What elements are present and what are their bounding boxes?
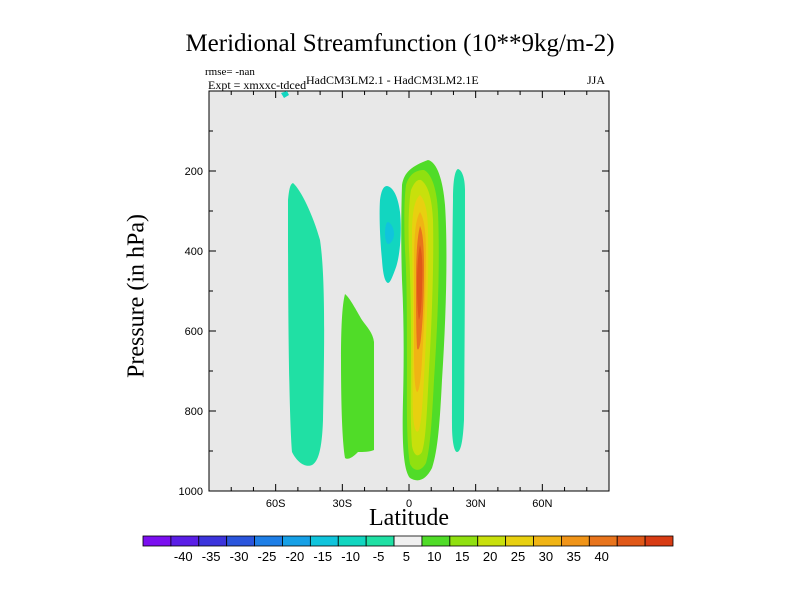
colorbar-label: 15: [455, 549, 469, 564]
colorbar-label: -15: [313, 549, 332, 564]
colorbar-swatch: [561, 535, 590, 547]
y-tick-label: 800: [185, 406, 203, 418]
colorbar-label: -35: [202, 549, 221, 564]
y-tick-label: 200: [185, 166, 203, 178]
contour-top-speck: [281, 91, 289, 98]
x-tick-label: 30N: [466, 498, 486, 510]
colorbar-swatch: [421, 535, 451, 547]
colorbar-swatch: [254, 535, 283, 547]
colorbar-swatch: [198, 535, 228, 547]
colorbar-label: -10: [341, 549, 360, 564]
y-tick-label: 1000: [179, 486, 203, 498]
x-ticks: [230, 91, 588, 491]
x-axis-label: Latitude: [369, 505, 449, 531]
colorbar-labels: -40 -35 -30 -25 -20 -15 -10 -5 5 10 15 20 25 30 35 40: [174, 549, 609, 564]
contour-right-negative: [452, 169, 465, 452]
y-ticks: [209, 130, 609, 452]
colorbar-swatch: [533, 535, 562, 547]
colorbar-swatch: [337, 535, 367, 547]
colorbar-label: -25: [258, 549, 277, 564]
colorbar-swatch: [226, 535, 255, 547]
colorbar-label: 30: [539, 549, 553, 564]
chart-title: Meridional Streamfunction (10**9kg/m-2): [185, 30, 615, 57]
colorbar-swatch: [644, 535, 674, 547]
x-tick-label: 60S: [266, 498, 286, 510]
colorbar-swatch: [449, 535, 479, 547]
contour-left-negative: [288, 183, 325, 466]
colorbar: [142, 535, 674, 547]
colorbar-label: 10: [427, 549, 441, 564]
y-tick-label: 600: [185, 326, 203, 338]
colorbar-swatch: [505, 535, 534, 547]
colorbar-swatch: [142, 535, 172, 547]
x-tick-label: 0: [406, 498, 412, 510]
season-annotation: JJA: [587, 73, 606, 87]
colorbar-label: -5: [373, 549, 385, 564]
colorbar-swatch: [616, 535, 646, 547]
x-tick-label: 30S: [333, 498, 353, 510]
colorbar-swatch: [309, 535, 339, 547]
comparison-annotation: HadCM3LM2.1 - HadCM3LM2.1E: [306, 73, 479, 87]
contour-regions: [281, 91, 465, 481]
y-tick-labels: 200 400 600 800 1000: [179, 166, 203, 498]
colorbar-swatch: [588, 535, 618, 547]
x-tick-label: 60N: [532, 498, 552, 510]
rmse-annotation: rmse= -nan: [205, 66, 255, 78]
colorbar-label: 20: [483, 549, 497, 564]
colorbar-label: 35: [567, 549, 581, 564]
contour-lower-positive: [341, 294, 374, 459]
y-tick-label: 400: [185, 246, 203, 258]
colorbar-swatch: [393, 535, 423, 547]
colorbar-swatch: [365, 535, 395, 547]
colorbar-label: 25: [511, 549, 525, 564]
colorbar-swatch: [477, 535, 507, 547]
colorbar-swatch: [282, 535, 311, 547]
contour-upper-tropical-negative-core: [385, 222, 394, 244]
colorbar-swatch: [170, 535, 200, 547]
contour-central-40: [417, 245, 423, 320]
colorbar-label: -30: [230, 549, 249, 564]
colorbar-label: 5: [403, 549, 410, 564]
expt-annotation: Expt = xmxxc-tdced: [208, 78, 307, 92]
x-tick-labels: 60S 30S 0 30N 60N: [266, 498, 553, 510]
colorbar-label: -40: [174, 549, 193, 564]
colorbar-label: 40: [594, 549, 608, 564]
colorbar-label: -20: [285, 549, 304, 564]
